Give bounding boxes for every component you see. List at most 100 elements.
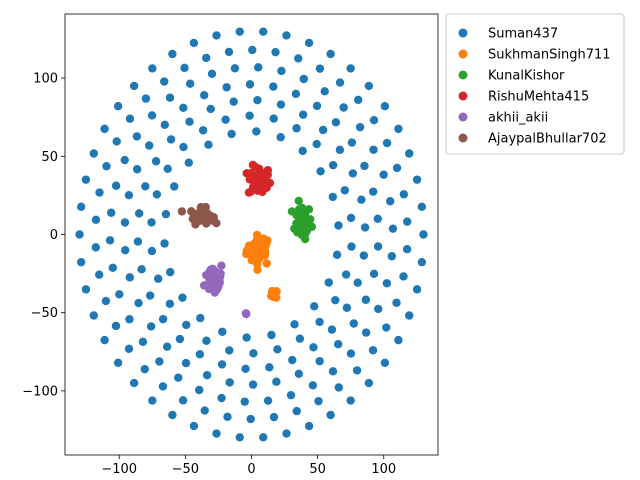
point	[229, 97, 238, 106]
series-RishuMehta415	[242, 160, 275, 197]
point	[252, 230, 262, 240]
point	[203, 208, 212, 218]
y-tick-label: 50	[41, 150, 58, 165]
point	[133, 237, 143, 246]
x-tick-label: −100	[101, 462, 137, 477]
point	[292, 124, 301, 133]
point	[392, 298, 401, 307]
legend-marker	[458, 133, 468, 143]
point	[185, 117, 194, 126]
point	[320, 87, 329, 96]
point	[162, 342, 172, 351]
point	[272, 287, 281, 296]
point	[340, 186, 350, 195]
point	[202, 370, 212, 380]
point	[195, 385, 204, 395]
point	[379, 170, 388, 179]
point	[380, 102, 390, 111]
point	[105, 236, 115, 245]
point	[147, 246, 157, 256]
point	[354, 95, 363, 105]
x-axis: −100 −50 0 50 100	[101, 455, 396, 477]
point	[124, 191, 134, 200]
point	[152, 190, 162, 199]
point	[245, 80, 255, 89]
point	[252, 127, 261, 136]
point	[292, 406, 301, 416]
point	[297, 212, 306, 222]
point	[94, 270, 104, 279]
point	[225, 378, 234, 387]
point	[392, 163, 402, 173]
point	[346, 64, 355, 73]
point	[230, 64, 240, 73]
point	[382, 279, 392, 288]
point	[373, 242, 383, 251]
point	[166, 135, 176, 144]
point	[196, 203, 206, 212]
point	[212, 31, 221, 40]
legend-label: SukhmanSingh711	[488, 48, 611, 63]
point	[386, 197, 395, 206]
legend: Suman437 SukhmanSingh711 KunalKishor RishuM…	[445, 13, 625, 155]
point	[419, 230, 428, 239]
point	[125, 114, 135, 123]
point	[259, 234, 268, 243]
point	[160, 120, 170, 130]
point	[316, 167, 325, 176]
legend-marker	[458, 112, 468, 122]
y-axis: −100 −50 0 50 100	[22, 72, 65, 399]
point	[165, 299, 175, 309]
point	[148, 396, 157, 405]
y-tick-label: −100	[22, 384, 58, 399]
points-layer	[75, 27, 428, 442]
point	[246, 414, 255, 424]
x-tick-label: −50	[172, 462, 199, 477]
point	[113, 358, 123, 367]
point	[368, 187, 378, 196]
point	[227, 129, 236, 139]
point	[332, 250, 342, 260]
point	[353, 278, 362, 287]
point	[405, 311, 414, 320]
point	[331, 118, 341, 127]
point	[137, 265, 146, 274]
point	[380, 358, 390, 367]
point	[326, 410, 335, 420]
point	[168, 49, 177, 59]
point	[273, 345, 282, 354]
point	[235, 433, 244, 442]
point	[76, 257, 86, 267]
point	[357, 195, 366, 204]
point	[368, 346, 378, 355]
point	[129, 378, 139, 388]
point	[309, 343, 318, 352]
point	[328, 367, 338, 376]
point	[291, 89, 301, 99]
point	[374, 304, 383, 314]
point	[310, 302, 319, 311]
point	[181, 358, 191, 368]
point	[89, 311, 98, 320]
point	[189, 38, 199, 48]
plot-frame	[64, 13, 439, 456]
point	[271, 47, 280, 57]
point	[199, 90, 209, 100]
point	[399, 190, 409, 199]
point	[347, 138, 357, 147]
point	[335, 78, 345, 87]
point	[202, 270, 211, 280]
y-tick-label: 0	[50, 228, 58, 243]
point	[342, 303, 352, 312]
legend-label: Suman437	[488, 27, 558, 42]
point	[259, 170, 268, 179]
point	[360, 223, 370, 232]
point	[196, 313, 205, 323]
point	[145, 291, 155, 300]
legend-marker	[458, 28, 468, 38]
point	[412, 175, 422, 184]
legend-label: RishuMehta415	[488, 90, 589, 105]
point	[292, 219, 301, 228]
point	[224, 47, 234, 57]
